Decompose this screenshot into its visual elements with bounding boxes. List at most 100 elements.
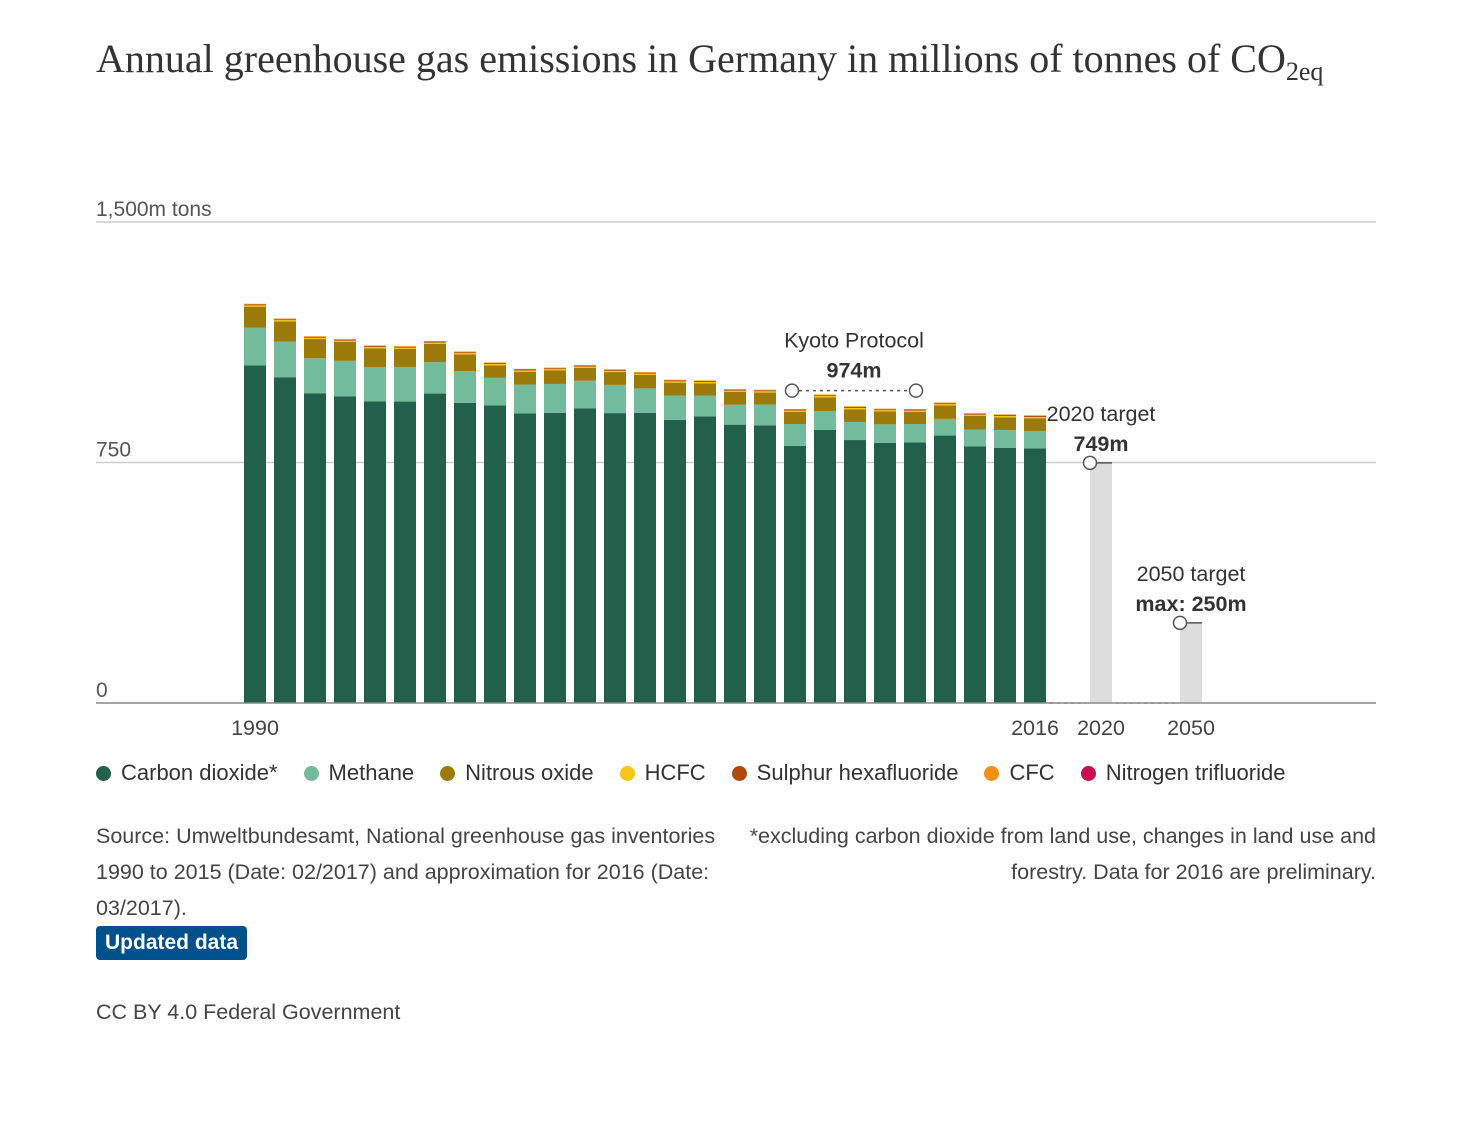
bar-segment (394, 401, 416, 703)
kyoto-marker (784, 383, 800, 398)
bar-segment (634, 373, 656, 375)
bar-segment (424, 393, 446, 703)
bar-segment (814, 396, 836, 398)
y-tick-label: 1,500m tons (96, 198, 212, 221)
source-note: Source: Umweltbundesamt, National greenh… (96, 824, 716, 920)
x-tick-label: 2050 (1167, 716, 1215, 740)
bar-segment (274, 377, 296, 703)
bar-segment (634, 412, 656, 703)
bar-segment (604, 384, 626, 414)
bar-segment (934, 405, 956, 419)
bar-segment (694, 395, 716, 417)
bar-segment (484, 364, 506, 366)
y-tick-label: 0 (96, 679, 108, 702)
bar-segment (544, 369, 566, 371)
bar-segment (934, 402, 956, 404)
bar-segment (664, 379, 686, 381)
bar-segment (244, 306, 266, 328)
bar-segment (454, 352, 476, 354)
bar-segment (304, 358, 326, 394)
bar-segment (604, 369, 626, 371)
bar-segment (994, 447, 1016, 703)
legend-label: Nitrogen trifluoride (1105, 760, 1286, 785)
bar-segment (274, 320, 296, 322)
y-tick-label: 750 (96, 439, 131, 462)
bar-segment (754, 425, 776, 703)
legend-label: Nitrous oxide (465, 760, 594, 785)
bar-segment (964, 446, 986, 703)
bar-segment (904, 409, 926, 411)
target-name: 2020 target (1047, 402, 1156, 426)
legend-item: CFC (984, 760, 1055, 786)
legend-item: Nitrogen trifluoride (1080, 760, 1286, 786)
bar-segment (274, 319, 296, 321)
target-marker (1172, 615, 1188, 631)
bar-segment (604, 369, 626, 370)
bar-segment (274, 341, 296, 378)
bar-segment (454, 353, 476, 355)
bar-segment (394, 348, 416, 367)
bar-segment (994, 430, 1016, 448)
bar-segment (964, 413, 986, 415)
bar-segment (844, 440, 866, 703)
bar-segment (334, 339, 356, 341)
target-marker (1082, 455, 1098, 471)
bar-segment (1024, 416, 1046, 417)
bar-segment (514, 368, 536, 370)
bar-segment (334, 360, 356, 397)
bar-segment (304, 393, 326, 703)
bar-segment (424, 362, 446, 394)
bar-segment (604, 372, 626, 385)
bar-segment (754, 404, 776, 426)
bar-segment (514, 369, 536, 371)
legend-label: CFC (1009, 760, 1055, 785)
bar-segment (934, 435, 956, 703)
kyoto-label: Kyoto Protocol (784, 329, 924, 353)
chart-title-main: Annual greenhouse gas emissions in Germa… (96, 36, 1286, 81)
target-bar (1180, 622, 1202, 703)
bar-segment (724, 424, 746, 703)
bar-segment (574, 366, 596, 368)
chart-title: Annual greenhouse gas emissions in Germa… (96, 34, 1376, 86)
legend-label: Sulphur hexafluoride (756, 760, 959, 785)
bar-segment (904, 410, 926, 412)
bar-segment (394, 346, 416, 347)
bar-segment (544, 370, 566, 384)
bar-segment (484, 377, 506, 406)
bar-segment (904, 408, 926, 410)
updated-data-button[interactable]: Updated data (96, 926, 248, 960)
bar-segment (814, 394, 836, 396)
legend-item: HCFC (619, 760, 706, 786)
chart-title-subscript: 2eq (1285, 57, 1324, 86)
bar-segment (664, 382, 686, 396)
bar-segment (664, 395, 686, 420)
bar-segment (664, 419, 686, 703)
bar-segment (304, 336, 326, 337)
legend-label: Carbon dioxide* (121, 760, 278, 785)
bar-segment (454, 354, 476, 372)
bar-segment (244, 305, 266, 307)
bar-segment (574, 367, 596, 381)
bar-segment (1024, 431, 1046, 449)
bar-segment (544, 383, 566, 413)
bar-segment (904, 424, 926, 443)
target-value-label: 749m (1074, 432, 1129, 456)
bar-segment (454, 402, 476, 703)
bar-segment (784, 408, 806, 410)
bar-segment (964, 414, 986, 417)
bar-segment (304, 339, 326, 359)
bar-segment (724, 391, 746, 405)
bar-segment (904, 411, 926, 425)
bar-segment (784, 424, 806, 446)
bar-segment (244, 304, 266, 306)
bar-segment (484, 405, 506, 703)
bar-segment (544, 412, 566, 703)
bar-segment (1024, 418, 1046, 432)
bar-segment (934, 403, 956, 405)
bar-segment (514, 370, 536, 372)
bar-segment (364, 401, 386, 703)
bar-segment (394, 366, 416, 402)
bar-segment (874, 442, 896, 703)
bar-segment (484, 362, 506, 364)
bar-segment (334, 396, 356, 703)
